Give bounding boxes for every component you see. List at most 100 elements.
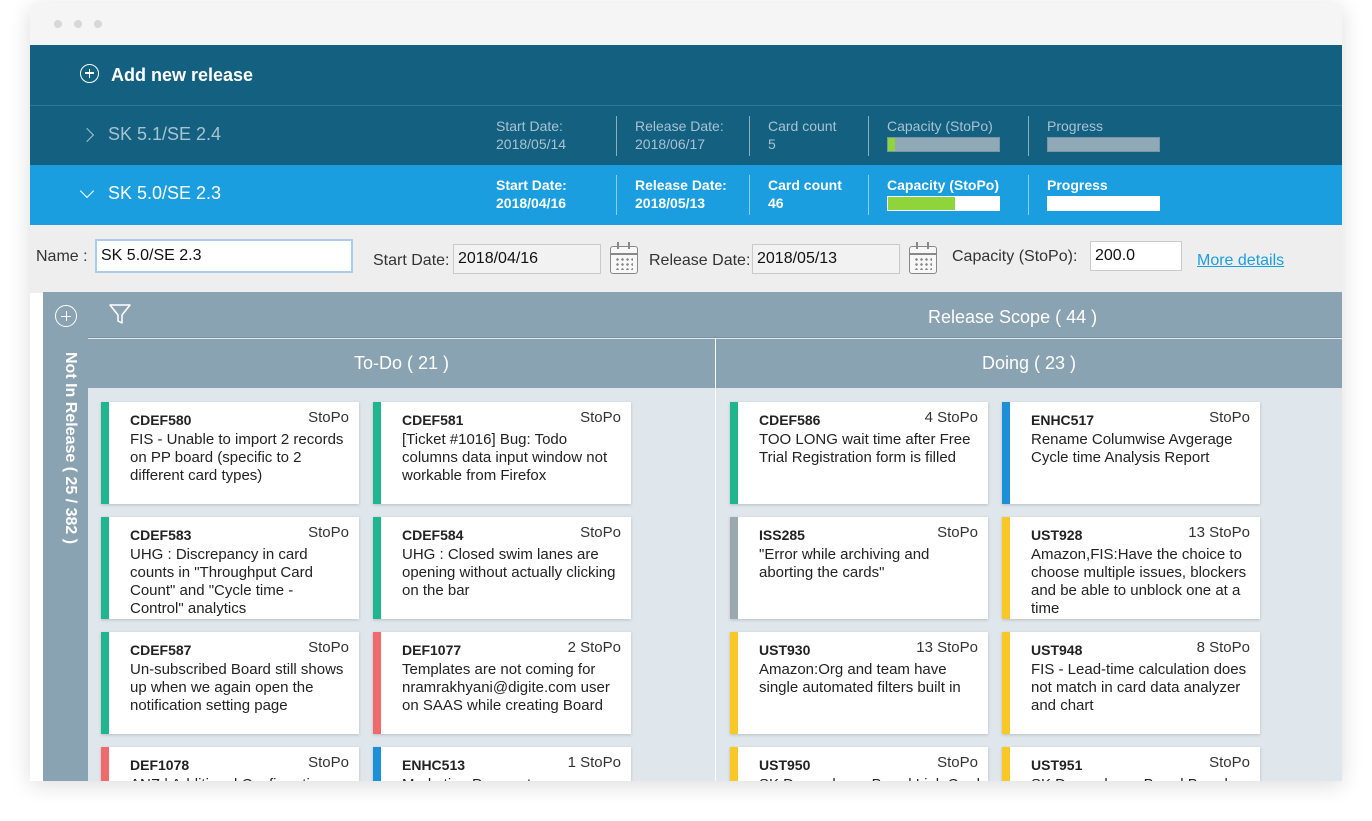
card-points: StoPo [580, 524, 621, 541]
capacity-bar [887, 196, 1000, 211]
card-title: FIS - Unable to import 2 records on PP b… [130, 431, 344, 484]
app-window: Add new release SK 5.1/SE 2.4 Start Date… [30, 3, 1342, 781]
capacity-col: Capacity (StoPo) [887, 176, 999, 194]
release-name[interactable]: SK 5.1/SE 2.4 [79, 124, 222, 145]
card-id[interactable]: UST948 [1031, 642, 1083, 658]
kanban-card[interactable]: UST950 StoPo SK Dependency Board:Link Card [730, 747, 988, 781]
card-points: StoPo [937, 524, 978, 541]
kanban-card[interactable]: DEF1078 StoPo ANZ | Additional Confirmatio… [101, 747, 359, 781]
chevron-right-icon[interactable] [79, 127, 95, 142]
card-title: FIS - Lead-time calculation does not mat… [1031, 661, 1247, 714]
card-points: StoPo [308, 524, 349, 541]
card-id[interactable]: ISS285 [759, 527, 805, 543]
card-points: StoPo [308, 409, 349, 426]
card-title: Un-subscribed Board still shows up when … [130, 661, 344, 714]
card-id[interactable]: ENHC513 [402, 757, 466, 773]
card-points: StoPo [580, 409, 621, 426]
kanban-card[interactable]: UST930 13 StoPo Amazon:Org and team have s… [730, 632, 988, 734]
card-count-label: Card count [768, 177, 842, 193]
capacity-bar-fill [888, 138, 895, 151]
divider [749, 116, 750, 156]
card-id[interactable]: CDEF584 [402, 527, 464, 543]
plus-circle-icon[interactable] [55, 305, 77, 327]
release-board: Not In Release ( 25 / 382 ) Release Scop… [43, 292, 1342, 781]
divider [616, 116, 617, 156]
card-id[interactable]: UST930 [759, 642, 811, 658]
name-input[interactable] [95, 239, 353, 273]
capacity-bar [887, 137, 1000, 152]
capacity-label: Capacity (StoPo) [887, 118, 993, 134]
plus-circle-icon[interactable] [80, 63, 99, 83]
start-date-value: 2018/04/16 [496, 195, 567, 211]
column-header-doing[interactable]: Doing ( 23 ) [716, 339, 1342, 388]
start-date-value: 2018/05/14 [496, 136, 567, 152]
card-id[interactable]: UST951 [1031, 757, 1083, 773]
card-title: UHG : Discrepancy in card counts in "Thr… [130, 546, 313, 617]
add-release-bar[interactable]: Add new release [30, 45, 1342, 105]
card-points: StoPo [1209, 754, 1250, 771]
kanban-card[interactable]: ENHC513 1 StoPo Marketing:Payment process [373, 747, 631, 781]
kanban-card[interactable]: CDEF580 StoPo FIS - Unable to import 2 rec… [101, 402, 359, 504]
divider [868, 116, 869, 156]
calendar-icon[interactable] [909, 242, 937, 274]
card-id[interactable]: UST928 [1031, 527, 1083, 543]
card-id[interactable]: CDEF586 [759, 412, 821, 428]
card-id[interactable]: CDEF581 [402, 412, 464, 428]
chevron-down-icon[interactable] [79, 183, 95, 198]
start-date-label: Start Date: [373, 252, 450, 269]
kanban-card[interactable]: CDEF581 StoPo [Ticket #1016] Bug: Todo col… [373, 402, 631, 504]
more-details-link[interactable]: More details [1197, 252, 1285, 269]
capacity-input[interactable] [1090, 241, 1182, 271]
release-date-input[interactable] [752, 244, 900, 274]
divider [1028, 116, 1029, 156]
card-title: SK Dependency Board:Board [1031, 776, 1252, 781]
card-count-col: Card count 5 [768, 117, 836, 153]
progress-col: Progress [1047, 117, 1103, 135]
card-id[interactable]: CDEF580 [130, 412, 192, 428]
card-id[interactable]: CDEF587 [130, 642, 192, 658]
release-row-sk50[interactable]: SK 5.0/SE 2.3 Start Date: 2018/04/16 Rel… [30, 165, 1342, 225]
not-in-release-sidebar[interactable]: Not In Release ( 25 / 382 ) [43, 292, 88, 781]
card-id[interactable]: CDEF583 [130, 527, 192, 543]
release-name[interactable]: SK 5.0/SE 2.3 [79, 183, 221, 204]
card-title: TOO LONG wait time after Free Trial Regi… [759, 431, 971, 466]
card-id[interactable]: DEF1078 [130, 757, 190, 773]
release-date-col: Release Date: 2018/05/13 [635, 176, 727, 212]
card-id[interactable]: UST950 [759, 757, 811, 773]
release-title: SK 5.1/SE 2.4 [108, 124, 222, 144]
filter-icon[interactable] [108, 302, 132, 326]
kanban-card[interactable]: UST928 13 StoPo Amazon,FIS:Have the choice… [1002, 517, 1260, 619]
window-titlebar [30, 3, 1342, 45]
calendar-icon[interactable] [610, 242, 638, 274]
kanban-card[interactable]: ISS285 StoPo "Error while archiving and ab… [730, 517, 988, 619]
capacity-label: Capacity (StoPo): [952, 248, 1078, 265]
release-date-label: Release Date: [649, 252, 751, 269]
start-date-col: Start Date: 2018/05/14 [496, 117, 566, 153]
kanban-card[interactable]: CDEF587 StoPo Un-subscribed Board still sh… [101, 632, 359, 734]
column-divider [715, 338, 716, 781]
start-date-input[interactable] [453, 244, 601, 274]
card-id[interactable]: ENHC517 [1031, 412, 1095, 428]
card-points: StoPo [308, 754, 349, 771]
card-count-value: 46 [768, 195, 784, 211]
name-label: Name : [36, 248, 88, 265]
column-header-todo[interactable]: To-Do ( 21 ) [88, 339, 715, 388]
release-row-sk51[interactable]: SK 5.1/SE 2.4 Start Date: 2018/05/14 Rel… [30, 105, 1342, 165]
kanban-card[interactable]: ENHC517 StoPo Rename Columwise Avgerage Cy… [1002, 402, 1260, 504]
kanban-card[interactable]: DEF1077 2 StoPo Templates are not coming f… [373, 632, 631, 734]
card-count-col: Card count 46 [768, 176, 842, 212]
kanban-card[interactable]: CDEF586 4 StoPo TOO LONG wait time after F… [730, 402, 988, 504]
kanban-card[interactable]: UST948 8 StoPo FIS - Lead-time calculation… [1002, 632, 1260, 734]
card-id[interactable]: DEF1077 [402, 642, 462, 658]
release-date-value: 2018/06/17 [635, 136, 706, 152]
add-release-label[interactable]: Add new release [111, 64, 254, 85]
kanban-card[interactable]: CDEF584 StoPo UHG : Closed swim lanes are … [373, 517, 631, 619]
window-dot [94, 20, 102, 28]
release-date-label: Release Date: [635, 177, 727, 193]
kanban-card[interactable]: UST951 StoPo SK Dependency Board:Board [1002, 747, 1260, 781]
card-points: 2 StoPo [567, 639, 621, 656]
kanban-card[interactable]: CDEF583 StoPo UHG : Discrepancy in card co… [101, 517, 359, 619]
card-points: 13 StoPo [916, 639, 978, 656]
card-points: StoPo [308, 639, 349, 656]
divider [749, 175, 750, 215]
